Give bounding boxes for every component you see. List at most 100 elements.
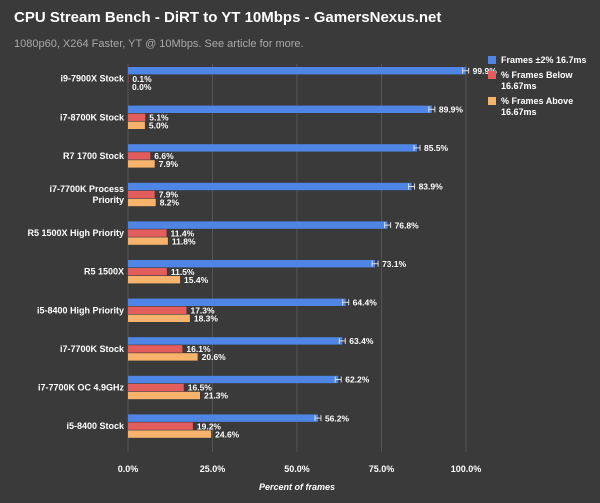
data-label: 18.3% [194,314,219,324]
data-label: 19.2% [197,421,222,431]
data-label: 11.5% [171,267,195,277]
data-label: 99.9% [473,66,498,76]
legend-label: % Frames Below [501,70,573,80]
data-label: 83.9% [419,182,444,192]
bar [128,160,155,168]
legend-label: 16.67ms [501,107,537,117]
bar [128,182,412,191]
data-label: 11.8% [172,236,196,246]
bar [128,276,181,284]
data-label: 15.4% [184,275,209,285]
category-label: i5-8400 High Priority [37,305,124,315]
bar [128,190,155,199]
category-label-line: R5 1500X High Priority [27,228,124,238]
x-tick-label: 25.0% [200,464,226,474]
bar [128,221,388,229]
bar [128,121,145,129]
bar [128,105,432,113]
legend-label: % Frames Above [501,96,574,106]
category-label: i9-7900X Stock [60,74,125,84]
category-label: R7 1700 Stock [63,151,125,161]
chart-subtitle: 1080p60, X264 Faster, YT @ 10Mbps. See a… [14,38,304,50]
legend-label: Frames ±2% 16.7ms [501,55,587,65]
bar [128,414,318,422]
category-label: R5 1500X High Priority [27,228,124,238]
bar [128,144,417,152]
data-label: 89.9% [439,105,464,115]
data-label: 0.0% [132,82,152,92]
data-label: 56.2% [325,413,350,423]
data-label: 17.3% [190,306,215,316]
category-label-line: i7-8700K Stock [60,112,125,122]
data-label: 5.0% [149,121,169,131]
legend-item: % Frames Below 16.67ms [488,70,596,92]
data-label: 64.4% [353,298,378,308]
bar [128,353,198,361]
legend-swatch [488,71,496,79]
chart-legend: Frames ±2% 16.7ms% Frames Below 16.67ms% … [488,55,596,122]
category-label-line: i9-7900X Stock [60,74,125,84]
category-label-line: R7 1700 Stock [63,151,125,161]
data-label: 73.1% [382,259,407,269]
data-label: 21.3% [204,391,229,401]
category-label: i7-7700K Process Priority [49,184,124,205]
category-label-line: R5 1500X [84,267,124,277]
legend-item: Frames ±2% 16.7ms [488,55,596,66]
x-axis-label: Percent of frames [259,482,335,492]
x-tick-label: 0.0% [118,464,139,474]
legend-label: 16.67ms [501,81,537,91]
bar [128,314,190,322]
category-label: i7-7700K Stock [60,344,125,354]
data-label: 85.5% [424,143,449,153]
data-label: 0.1% [132,74,152,84]
x-tick-label: 50.0% [284,464,310,474]
category-label: R5 1500X [84,267,124,277]
category-label: i7-7700K OC 4.9GHz [38,383,125,393]
category-label-line: i7-7700K OC 4.9GHz [38,383,125,393]
x-tick-label: 100.0% [451,464,482,474]
category-label-line: i5-8400 Stock [66,421,125,431]
chart-title: CPU Stream Bench - DiRT to YT 10Mbps - G… [14,9,442,26]
bar [128,337,343,345]
bar [128,268,167,276]
data-label: 7.9% [159,190,179,200]
bar [128,375,339,384]
category-label: i7-8700K Stock [60,112,125,122]
data-label: 62.2% [345,375,370,385]
data-label: 16.1% [186,344,211,354]
category-label: i5-8400 Stock [66,421,125,431]
bar [128,391,200,400]
bar [128,260,376,268]
bar [128,430,212,438]
category-label-line: i7-7700K Process [49,184,124,194]
legend-swatch [488,56,496,64]
category-label-line: Priority [92,195,124,205]
bar [128,229,167,237]
data-label: 20.6% [202,352,227,362]
data-label: 24.6% [215,429,240,439]
x-tick-label: 75.0% [369,464,395,474]
data-label: 7.9% [159,159,179,169]
bar [128,306,187,314]
bar [128,422,193,430]
category-label-line: i7-7700K Stock [60,344,125,354]
data-label: 5.1% [149,113,169,123]
bar [128,198,156,207]
legend-item: % Frames Above 16.67ms [488,96,596,118]
bar [128,152,151,160]
bar [128,298,346,306]
bar [128,345,183,353]
data-label: 6.6% [154,151,174,161]
data-label: 76.8% [395,220,420,230]
data-label: 16.5% [188,383,213,393]
bar [128,237,168,245]
bar [128,67,466,75]
category-label-line: i5-8400 High Priority [37,305,124,315]
legend-swatch [488,97,496,105]
bar [128,113,146,121]
bar [128,383,184,392]
data-label: 11.4% [171,228,195,238]
data-label: 63.4% [349,336,374,346]
